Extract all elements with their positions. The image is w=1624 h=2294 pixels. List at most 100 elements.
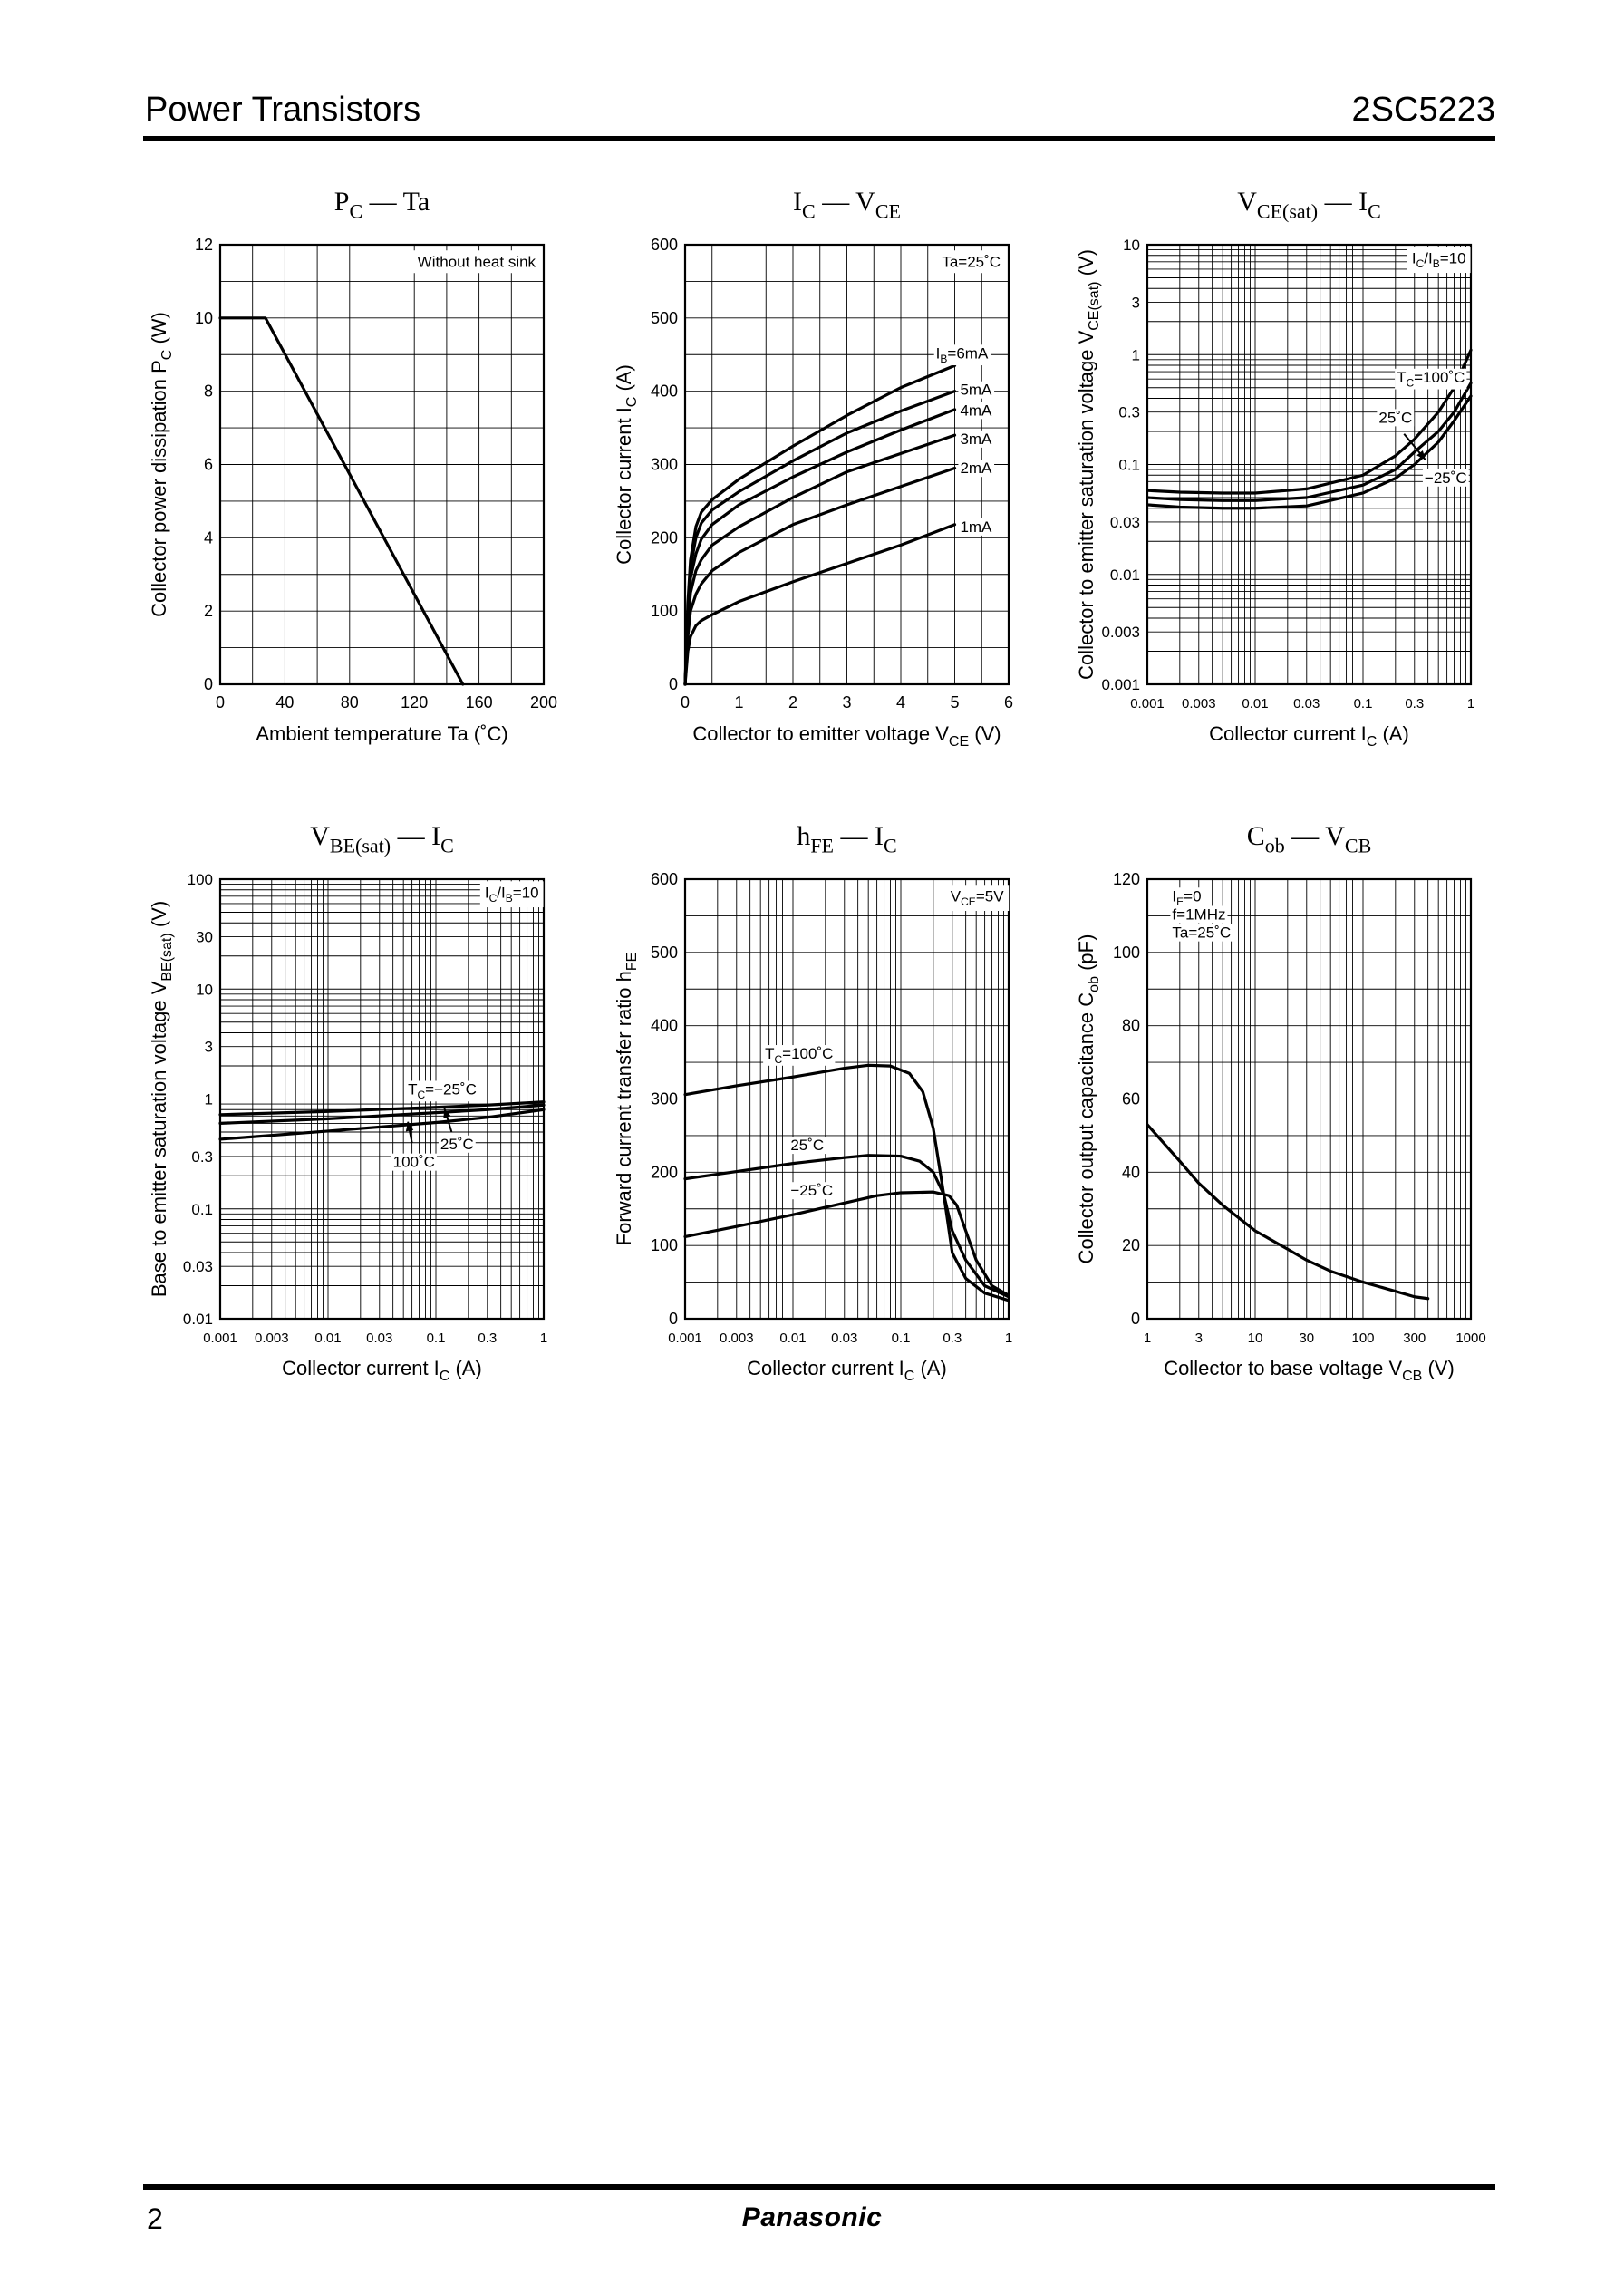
x-tick-label: 2 bbox=[788, 693, 798, 711]
series-line bbox=[218, 1103, 546, 1125]
chart-title: VCE(sat) — IC bbox=[1237, 187, 1381, 222]
curve-label: Ta=25˚C bbox=[1172, 924, 1231, 942]
y-tick-label: 500 bbox=[651, 309, 678, 327]
x-axis-label: Collector to emitter voltage VCE (V) bbox=[692, 722, 1000, 750]
label-pointer-head bbox=[405, 1121, 414, 1132]
curve-label: TC=100˚C bbox=[765, 1045, 833, 1066]
y-tick-label: 0.3 bbox=[1118, 404, 1140, 421]
footer-rule bbox=[143, 2184, 1495, 2190]
y-tick-label: 400 bbox=[651, 382, 678, 401]
y-tick-label: 30 bbox=[196, 928, 213, 945]
y-tick-label: 1 bbox=[1132, 346, 1140, 363]
x-tick-label: 0.03 bbox=[366, 1331, 392, 1346]
y-tick-label: 0.1 bbox=[1118, 457, 1140, 474]
curve-label-bg bbox=[933, 344, 991, 366]
series-line bbox=[683, 1190, 1010, 1297]
y-tick-label: 100 bbox=[1113, 944, 1140, 962]
y-tick-label: 100 bbox=[188, 871, 213, 888]
y-tick-label: 8 bbox=[204, 382, 213, 401]
curve-label: f=1MHz bbox=[1172, 905, 1225, 923]
series-line bbox=[1146, 394, 1473, 510]
curve-label: 5mA bbox=[960, 382, 992, 399]
y-axis-label: Collector current IC (A) bbox=[613, 364, 640, 565]
plot-frame-hfe-ic bbox=[683, 877, 1010, 1321]
curve-label-bg bbox=[1377, 409, 1415, 427]
y-tick-label: 20 bbox=[1122, 1236, 1140, 1254]
condition-box bbox=[945, 885, 1010, 912]
y-tick-label: 0 bbox=[669, 1310, 678, 1328]
x-tick-label: 80 bbox=[341, 693, 359, 711]
condition-label: IC/IB=10 bbox=[485, 884, 539, 905]
x-tick-label: 1 bbox=[734, 693, 743, 711]
y-tick-label: 60 bbox=[1122, 1090, 1140, 1108]
chart-vcesat-ic: 0.001 0.003 0.01 0.03 0.1 0.3 1 0.001 0.003 0.01 0… bbox=[1075, 187, 1474, 750]
y-tick-label: 3 bbox=[1132, 294, 1140, 311]
chart-title: hFE — IC bbox=[797, 821, 896, 857]
condition-label: Without heat sink bbox=[418, 253, 536, 270]
x-tick-label: 0.003 bbox=[720, 1331, 754, 1346]
chart-ic-vce: 0 1 2 3 4 5 6 0 100 200 300 400 500 600 IC — VCE Collec… bbox=[613, 187, 1013, 750]
x-tick-label: 5 bbox=[950, 693, 959, 711]
y-tick-label: 0.3 bbox=[191, 1148, 213, 1166]
chart-title: PC — Ta bbox=[334, 187, 430, 222]
y-tick-label: 2 bbox=[204, 602, 213, 620]
x-tick-label: 30 bbox=[1299, 1331, 1314, 1346]
curve-label-bg bbox=[763, 1045, 836, 1066]
y-tick-label: 300 bbox=[651, 1090, 678, 1108]
y-tick-label: 0.001 bbox=[1101, 676, 1140, 693]
condition-box bbox=[937, 250, 1006, 274]
curve-label-bg bbox=[391, 1153, 437, 1171]
curve-label-bg bbox=[788, 1182, 836, 1200]
x-tick-label: 0.1 bbox=[892, 1331, 911, 1346]
x-tick-label: 0 bbox=[216, 693, 225, 711]
grid-vbesat-ic bbox=[219, 878, 545, 1320]
curve-label-bg bbox=[958, 430, 995, 448]
series-line bbox=[683, 466, 957, 686]
y-tick-label: 120 bbox=[1113, 870, 1140, 888]
series-line bbox=[218, 316, 465, 686]
y-tick-label: 300 bbox=[651, 456, 678, 474]
curve-label-bg bbox=[406, 1080, 478, 1102]
x-tick-label: 3 bbox=[842, 693, 851, 711]
x-tick-label: 0.01 bbox=[1242, 696, 1268, 711]
x-tick-label: 0.1 bbox=[427, 1331, 446, 1346]
curve-label: 4mA bbox=[960, 402, 992, 419]
curve-label: 25˚C bbox=[440, 1136, 474, 1153]
plot-frame-ic-vce bbox=[683, 243, 1010, 686]
x-tick-label: 160 bbox=[466, 693, 493, 711]
curve-label-bg bbox=[788, 1137, 826, 1155]
condition-label: VCE=5V bbox=[951, 887, 1004, 908]
y-tick-label: 100 bbox=[651, 1236, 678, 1254]
x-tick-label: 0.001 bbox=[203, 1331, 237, 1346]
x-tick-label: 0.003 bbox=[1182, 696, 1216, 711]
condition-box bbox=[479, 881, 544, 908]
y-tick-label: 0.01 bbox=[183, 1311, 213, 1328]
y-tick-label: 80 bbox=[1122, 1017, 1140, 1035]
x-tick-label: 0.003 bbox=[255, 1331, 289, 1346]
chart-cob-vcb: 1 3 10 30 100 300 1000 0 20 40 60 80 100 120 Cob — VCB… bbox=[1075, 821, 1486, 1384]
condition-box bbox=[1406, 247, 1471, 274]
series-line bbox=[218, 1108, 546, 1141]
curve-label-bg bbox=[1170, 905, 1228, 924]
y-tick-label: 600 bbox=[651, 870, 678, 888]
x-tick-label: 100 bbox=[1351, 1331, 1374, 1346]
curve-label: TC=100˚C bbox=[1397, 369, 1464, 390]
y-tick-label: 200 bbox=[651, 1163, 678, 1181]
curve-label: TC=−25˚C bbox=[408, 1080, 477, 1101]
series-line bbox=[1146, 382, 1473, 502]
curve-label: 25˚C bbox=[790, 1137, 824, 1154]
y-tick-label: 0 bbox=[1131, 1310, 1140, 1328]
series-line bbox=[1146, 1123, 1430, 1301]
condition-label: Ta=25˚C bbox=[942, 253, 1000, 270]
y-tick-label: 0 bbox=[669, 675, 678, 693]
x-axis-label: Collector to base voltage VCB (V) bbox=[1164, 1357, 1455, 1384]
y-tick-label: 3 bbox=[205, 1039, 213, 1056]
curve-label-bg bbox=[958, 381, 995, 399]
x-tick-label: 0.001 bbox=[668, 1331, 702, 1346]
chart-pc-ta: 0 40 80 120 160 200 0 2 4 6 8 10 12 PC — Ta Ambient te… bbox=[148, 187, 557, 745]
grid-pc-ta bbox=[219, 244, 545, 685]
header-part-number: 2SC5223 bbox=[1351, 91, 1495, 129]
x-tick-label: 200 bbox=[530, 693, 557, 711]
label-pointer-head bbox=[1416, 450, 1426, 460]
